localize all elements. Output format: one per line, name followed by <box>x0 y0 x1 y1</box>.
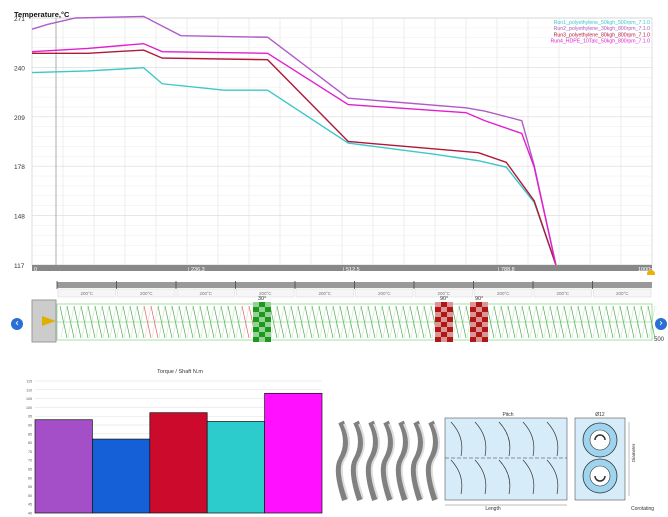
x-axis-ticks: 0 | 236.3 | 512.5 | 788.8 1000mm <box>34 267 660 273</box>
torque-bars <box>34 392 323 514</box>
torque-y-tick: 95 <box>28 415 32 419</box>
x-tick-label: | 788.8 <box>498 267 515 273</box>
y-tick-label: 209 <box>14 115 25 122</box>
torque-bar <box>34 419 93 514</box>
zone-temp-label: 200°C <box>556 291 569 296</box>
torque-y-tick: 85 <box>28 432 32 436</box>
kneading-blocks: 30° 90° 90° <box>253 296 488 342</box>
side-diameter-label: Diameter <box>631 443 636 462</box>
torque-y-tick: 90 <box>28 424 32 428</box>
torque-y-tick: 115 <box>26 380 32 384</box>
zone-temp-label: 200°C <box>140 291 153 296</box>
torque-y-tick: 75 <box>28 450 32 454</box>
torque-y-tick: 45 <box>28 503 32 507</box>
legend-entry: Run4_HDPE_10Talc_50kgh_800rpm_7.1.0 <box>551 39 651 45</box>
torque-y-tick: 105 <box>26 397 32 401</box>
y-tick-label: 148 <box>14 214 25 221</box>
screw-blueprint-drawing: Pitch Length <box>444 412 568 512</box>
torque-chart-title: Torque / Shaft N.m <box>157 369 203 375</box>
legend-entry: Run1_polyethylene_50kgh_500rpm_7.1.0 <box>554 20 650 26</box>
screw-cross-section: Ø12 Diameter Corotating <box>574 412 654 512</box>
series-line <box>31 42 557 266</box>
torque-y-tick: 70 <box>28 459 32 463</box>
zone-temp-label: 200°C <box>318 291 331 296</box>
kneading-angle-label: 30° <box>258 296 266 302</box>
torque-bar <box>264 392 323 514</box>
torque-y-tick: 55 <box>28 485 32 489</box>
zone-temp-label: 200°C <box>378 291 391 296</box>
y-tick-label: 271 <box>14 16 25 23</box>
series-line <box>31 67 557 266</box>
zone-temp-label: 200°C <box>199 291 212 296</box>
torque-y-tick: 65 <box>28 468 32 472</box>
twin-screw-schematic: Pitch Length Ø12 Diameter Corotating <box>335 412 654 512</box>
kneading-angle-label: 90° <box>440 296 448 302</box>
torque-y-tick: 80 <box>28 441 32 445</box>
zone-temp-label: 200°C <box>80 291 93 296</box>
x-axis-slider-handle[interactable] <box>647 270 655 275</box>
corotating-label: Corotating <box>631 506 654 512</box>
pitch-label: Pitch <box>502 412 513 418</box>
diameter-top-label: Ø12 <box>595 412 605 418</box>
feed-arrow-icon <box>42 316 56 326</box>
temperature-profile-chart: Temperature,°C 271 240 209 178 148 117 Run1_p… <box>14 10 660 275</box>
y-tick-label: 117 <box>14 263 25 270</box>
zone-temp-label: 200°C <box>616 291 629 296</box>
x-tick-label: | 512.5 <box>343 267 360 273</box>
torque-y-tick: 110 <box>26 388 32 392</box>
torque-y-tick: 40 <box>28 512 32 516</box>
scroll-left-icon[interactable]: ‹ <box>11 318 23 330</box>
kneading-angle-label: 90° <box>475 296 483 302</box>
x-tick-label: 1000mm <box>638 267 660 273</box>
chart-grid <box>31 17 653 266</box>
torque-bar <box>92 438 151 514</box>
x-tick-label: 0 <box>34 267 37 273</box>
series-line <box>31 15 557 266</box>
torque-bar <box>149 412 208 514</box>
legend-entry: Run2_polyethylene_30kgh_800rpm_7.1.0 <box>554 26 650 32</box>
screw-configuration: 200°C 200°C 200°C 200°C 200°C 200°C 200°C 200°C… <box>31 281 665 343</box>
torque-y-tick: 100 <box>26 406 32 410</box>
y-tick-label: 178 <box>14 164 25 171</box>
zone-temp-label: 200°C <box>497 291 510 296</box>
series-lines <box>31 15 557 266</box>
series-line <box>32 49 557 266</box>
torque-y-tick: 50 <box>28 494 32 498</box>
x-tick-label: | 236.3 <box>188 267 205 273</box>
zone-temp-label: 200°C <box>437 291 450 296</box>
chart-y-title: Temperature,°C <box>14 10 70 19</box>
torque-bar <box>206 421 265 514</box>
torque-y-tick: 60 <box>28 476 32 480</box>
torque-bar-chart: Torque / Shaft N.m 115 110 105 100 95 90 85 80 7… <box>26 369 323 516</box>
y-axis-ticks: 271 240 209 178 148 117 <box>14 16 25 270</box>
screw-element-photo <box>335 418 444 506</box>
scroll-right-icon[interactable]: › <box>655 318 667 330</box>
chart-legend: Run1_polyethylene_50kgh_500rpm_7.1.0Run2… <box>551 20 651 45</box>
x-axis-bar <box>32 265 652 271</box>
legend-entry: Run3_polyethylene_80kgh_800rpm_7.1.0 <box>554 32 650 38</box>
zone-temp-label: 200°C <box>259 291 272 296</box>
screw-end-label: 500 <box>654 337 665 343</box>
y-tick-label: 240 <box>14 65 25 72</box>
length-label: Length <box>485 506 501 512</box>
barrel-zone-temperatures: 200°C 200°C 200°C 200°C 200°C 200°C 200°C 200°C… <box>56 281 652 298</box>
